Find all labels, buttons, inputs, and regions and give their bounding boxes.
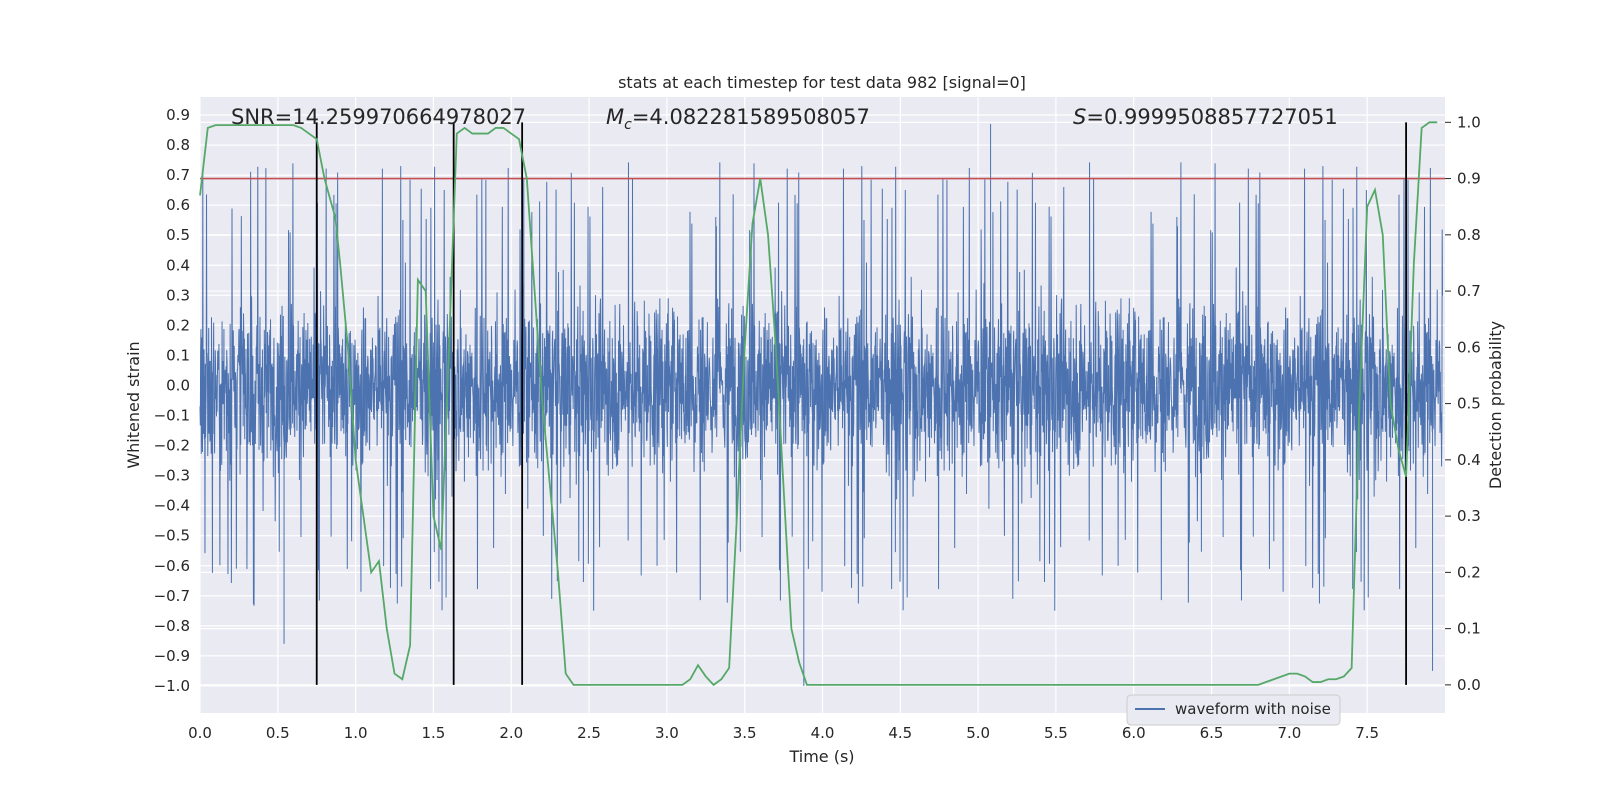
snr-annotation: SNR=14.259970664978027 [231, 105, 526, 129]
y-right-tick-label: 0.9 [1457, 170, 1481, 188]
y-right-ticks: 1.0 0.9 0.8 0.7 0.6 0.5 0.4 0.3 0.2 0.1 0.0 [1445, 113, 1481, 694]
legend-label: waveform with noise [1175, 700, 1331, 718]
probability-line [199, 121, 1438, 687]
y-right-tick-label: 0.8 [1457, 226, 1481, 244]
x-tick-label: 1.0 [344, 724, 368, 742]
y-left-tick-label: −0.1 [154, 407, 190, 425]
x-tick-label: 4.5 [888, 724, 912, 742]
x-ticks: 0.0 0.5 1.0 1.5 2.0 2.5 3.0 3.5 4.0 4.5 5.0 5.5 6.0 6… [188, 724, 1379, 742]
waveform-series [199, 124, 1444, 686]
score-annotation: S=0.9999508857727051 [1073, 105, 1338, 129]
y-left-tick-label: −0.6 [154, 557, 190, 575]
y-left-tick-label: −0.3 [154, 467, 190, 485]
y-left-tick-label: −0.4 [154, 497, 190, 515]
mc-subscript: c [624, 117, 632, 133]
x-tick-label: 5.0 [966, 724, 990, 742]
y-left-tick-label: 0.2 [166, 316, 190, 334]
y-right-tick-label: 0.5 [1457, 395, 1481, 413]
x-tick-label: 3.5 [733, 724, 757, 742]
x-tick-label: 0.5 [266, 724, 290, 742]
y-right-tick-label: 0.2 [1457, 563, 1481, 581]
x-tick-label: 6.5 [1200, 724, 1224, 742]
y-left-ticks: 0.9 0.8 0.7 0.6 0.5 0.4 0.3 0.2 0.1 0.0 −0.1 −0.2 −0… [154, 106, 190, 695]
chart-title: stats at each timestep for test data 982… [618, 73, 1026, 92]
y-left-tick-label: 0.4 [166, 256, 190, 274]
y-left-tick-label: 0.8 [166, 136, 190, 154]
s-symbol: S [1073, 105, 1086, 129]
probability-series [199, 121, 1438, 687]
y-left-tick-label: 0.5 [166, 226, 190, 244]
mc-value: =4.082281589508057 [632, 105, 870, 129]
y-left-tick-label: 0.3 [166, 286, 190, 304]
x-tick-label: 2.5 [577, 724, 601, 742]
legend: waveform with noise [1126, 694, 1341, 726]
y-right-tick-label: 0.1 [1457, 620, 1481, 638]
y-left-tick-label: 0.7 [166, 166, 190, 184]
y-left-tick-label: 0.1 [166, 346, 190, 364]
y-axis-label-left: Whitened strain [124, 341, 143, 468]
x-tick-label: 0.0 [188, 724, 212, 742]
y-right-tick-label: 1.0 [1457, 113, 1481, 131]
s-value: =0.9999508857727051 [1086, 105, 1337, 129]
y-left-tick-label: 0.9 [166, 106, 190, 124]
x-tick-label: 7.5 [1355, 724, 1379, 742]
y-axis-label-right: Detection probability [1486, 321, 1505, 489]
chirp-mass-annotation: Mc=4.082281589508057 [606, 105, 870, 133]
legend-box [1126, 694, 1341, 726]
x-tick-label: 5.5 [1044, 724, 1068, 742]
y-left-tick-label: 0.6 [166, 196, 190, 214]
y-left-tick-label: −0.5 [154, 527, 190, 545]
y-right-tick-label: 0.7 [1457, 282, 1481, 300]
mc-symbol: M [606, 105, 624, 129]
y-left-tick-label: −1.0 [154, 677, 190, 695]
y-right-tick-label: 0.6 [1457, 338, 1481, 356]
x-tick-label: 4.0 [811, 724, 835, 742]
y-left-tick-label: 0.0 [166, 376, 190, 394]
waveform-line [199, 124, 1444, 686]
x-axis-label: Time (s) [788, 747, 854, 766]
y-right-tick-label: 0.3 [1457, 507, 1481, 525]
x-tick-label: 3.0 [655, 724, 679, 742]
y-left-tick-label: −0.7 [154, 587, 190, 605]
x-tick-label: 6.0 [1122, 724, 1146, 742]
y-right-tick-label: 0.0 [1457, 676, 1481, 694]
y-left-tick-label: −0.8 [154, 617, 190, 635]
x-tick-label: 7.0 [1277, 724, 1301, 742]
y-right-tick-label: 0.4 [1457, 451, 1481, 469]
y-left-tick-label: −0.2 [154, 437, 190, 455]
y-left-tick-label: −0.9 [154, 647, 190, 665]
x-tick-label: 1.5 [422, 724, 446, 742]
x-tick-label: 2.0 [499, 724, 523, 742]
